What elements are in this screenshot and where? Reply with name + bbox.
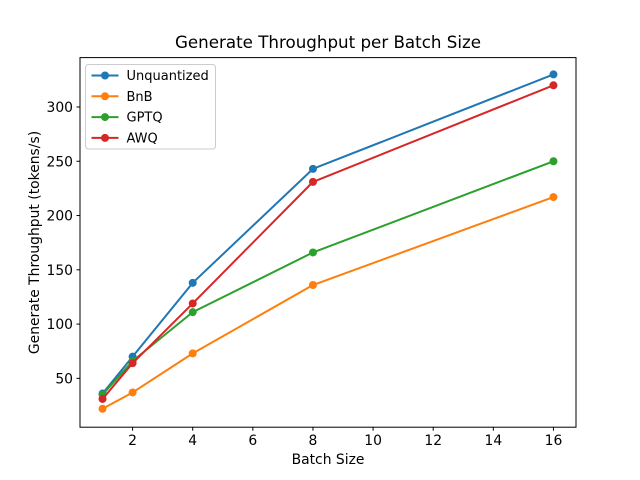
x-tick-label: 8 bbox=[309, 433, 318, 449]
axes-layer: 2 4 6 8 10 12 14 16 50 100 150 200 250 300 bbox=[46, 57, 577, 449]
data-point-awq bbox=[188, 299, 197, 308]
legend-label: Unquantized bbox=[127, 69, 209, 84]
y-axis-label: Generate Throughput (tokens/s) bbox=[27, 131, 43, 354]
legend-marker bbox=[101, 113, 109, 122]
legend-marker bbox=[101, 92, 109, 101]
legend-marker bbox=[101, 133, 109, 142]
data-point-gptq bbox=[549, 157, 558, 166]
legend-label: BnB bbox=[127, 90, 153, 105]
y-tick-label: 250 bbox=[46, 154, 73, 170]
data-point-awq bbox=[549, 81, 558, 90]
axes-border bbox=[79, 57, 577, 428]
legend-label: GPTQ bbox=[127, 111, 163, 126]
data-point-bnb bbox=[188, 349, 197, 358]
x-tick-label: 16 bbox=[545, 433, 563, 449]
legend-marker bbox=[101, 71, 109, 80]
data-point-bnb bbox=[549, 193, 558, 202]
legend-item-bnb: BnB bbox=[91, 90, 153, 105]
data-point-awq bbox=[128, 359, 137, 368]
data-point-unquantized bbox=[549, 70, 558, 79]
chart-title: Generate Throughput per Batch Size bbox=[175, 32, 481, 52]
data-point-gptq bbox=[188, 308, 197, 317]
data-point-bnb bbox=[128, 388, 137, 397]
x-tick-label: 2 bbox=[128, 433, 137, 449]
data-point-gptq bbox=[308, 248, 317, 257]
x-tick-label: 10 bbox=[364, 433, 382, 449]
x-tick-label: 4 bbox=[188, 433, 197, 449]
legend: Unquantized BnB GPTQ AWQ bbox=[85, 64, 216, 150]
y-tick-label: 300 bbox=[46, 100, 73, 116]
y-tick-label: 150 bbox=[46, 263, 73, 279]
legend-item-gptq: GPTQ bbox=[91, 111, 163, 126]
x-tick-label: 14 bbox=[484, 433, 502, 449]
y-tick-label: 100 bbox=[46, 317, 73, 333]
legend-item-awq: AWQ bbox=[91, 131, 158, 146]
x-axis-label: Batch Size bbox=[292, 452, 365, 468]
legend-frame bbox=[85, 64, 216, 150]
y-tick-label: 200 bbox=[46, 209, 73, 225]
data-point-unquantized bbox=[188, 278, 197, 287]
y-tick-label: 50 bbox=[55, 371, 73, 387]
data-point-bnb bbox=[98, 404, 107, 413]
data-point-awq bbox=[98, 394, 107, 403]
x-tick-label: 12 bbox=[424, 433, 442, 449]
data-point-unquantized bbox=[308, 164, 317, 173]
legend-item-unquantized: Unquantized bbox=[91, 69, 209, 84]
x-tick-label: 6 bbox=[248, 433, 257, 449]
data-point-bnb bbox=[308, 281, 317, 290]
legend-label: AWQ bbox=[127, 131, 158, 146]
data-point-awq bbox=[308, 177, 317, 186]
